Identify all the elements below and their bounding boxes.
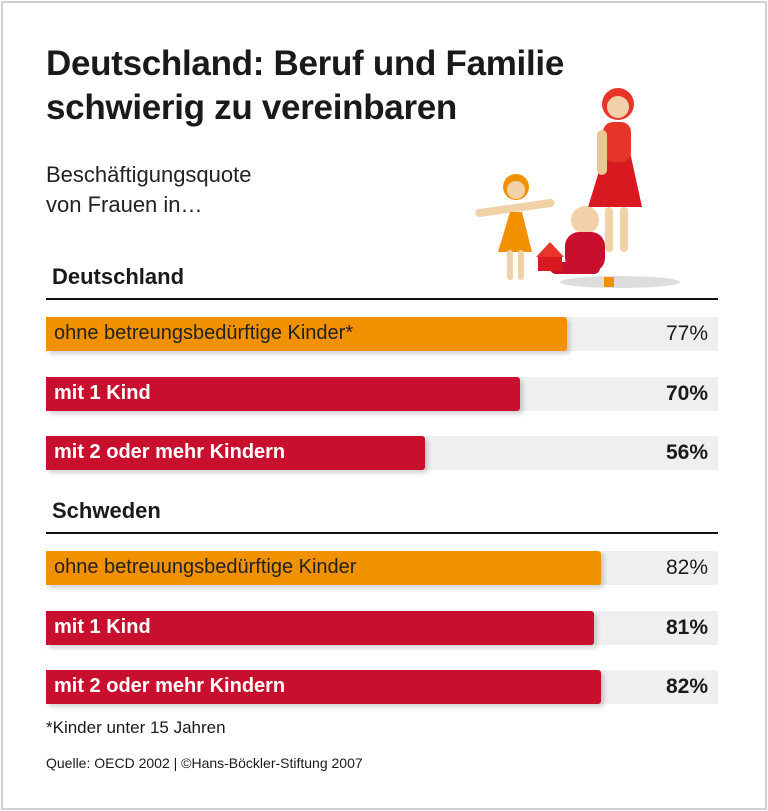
bar-track: ohne betreungsbedürftige Kinder* 77% [46,317,718,351]
value-label: 82% [665,556,708,579]
bar-label: ohne betreungsbedürftige Kinder* [54,322,354,344]
bar-label: mit 1 Kind [54,381,151,404]
chart-title: Deutschland: Beruf und Familie schwierig… [46,42,564,130]
bar-track: ohne betreuungsbedürftige Kinder 82% [46,551,718,585]
family-illustration-icon [475,88,680,288]
group-heading: Schweden [52,498,161,523]
bar: ohne betreuungsbedürftige Kinder [46,551,602,585]
subtitle-line-1: Beschäftigungsquote [46,162,252,187]
source-credit: Quelle: OECD 2002 | ©Hans-Böckler-Stiftu… [46,755,363,771]
group-heading: Deutschland [52,264,185,289]
value-label: 56% [665,441,708,464]
subtitle-line-2: von Frauen in… [46,192,203,217]
value-label: 77% [665,322,708,345]
group-divider [46,298,718,300]
bar-label: ohne betreuungsbedürftige Kinder [54,556,357,578]
bar-track: mit 2 oder mehr Kindern 82% [46,670,718,704]
bar: mit 1 Kind [46,610,595,645]
title-line-2: schwierig zu vereinbaren [46,88,458,127]
chart-subtitle: Beschäftigungsquote von Frauen in… [46,160,252,220]
bar-label: mit 1 Kind [54,615,151,638]
bar: mit 2 oder mehr Kindern [46,670,602,704]
group-divider [46,532,718,534]
bar-label: mit 2 oder mehr Kindern [54,441,286,463]
bar-track: mit 1 Kind 70% [46,376,718,411]
footnote: *Kinder unter 15 Jahren [46,718,226,737]
bar-track: mit 1 Kind 81% [46,610,718,645]
bar-track: mit 2 oder mehr Kindern 56% [46,436,718,470]
bar: mit 1 Kind [46,376,520,411]
bar: ohne betreungsbedürftige Kinder* [46,317,568,351]
bar-label: mit 2 oder mehr Kindern [54,675,286,697]
bar: mit 2 oder mehr Kindern [46,436,426,470]
value-label: 81% [665,615,708,639]
value-label: 82% [665,675,708,698]
title-line-1: Deutschland: Beruf und Familie [46,44,564,83]
value-label: 70% [665,381,708,405]
